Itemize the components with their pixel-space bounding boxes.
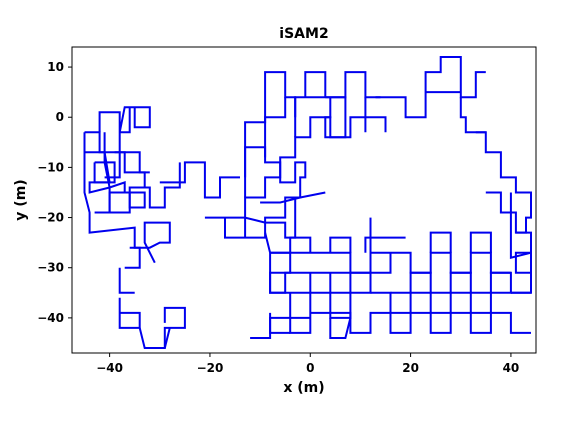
y-tick-label: 10 [47,60,64,74]
trajectory [83,56,532,349]
trajectory-segment [370,252,392,274]
y-tick-label: 0 [56,110,64,124]
trajectory-segment [375,56,486,119]
trajectory-segment [264,97,287,158]
trajectory-segment [509,192,532,294]
trajectory-segment [364,236,406,253]
trajectory-segment [329,236,352,253]
trajectory-segment [260,191,326,204]
trajectory-segment [289,236,312,253]
chart-title: iSAM2 [279,26,328,42]
trajectory-segment [269,251,372,334]
x-tick-label: 0 [306,361,314,375]
trajectory-segment [118,297,141,329]
trajectory-segment [124,246,141,269]
x-tick-label: 20 [402,361,419,375]
trajectory-segment [390,271,511,294]
trajectory-segment [244,71,297,198]
trajectory-segment [118,267,135,294]
trajectory-segment [83,132,171,264]
y-tick-label: −10 [37,160,64,174]
trajectory-segment [514,231,532,274]
trajectory-segment [159,161,240,199]
trajectory-segment [325,71,381,99]
trajectory-segment [329,317,352,339]
trajectory-segment [294,71,347,139]
trajectory-segment [269,292,292,334]
trajectory-segment [429,231,452,253]
trajectory-segment [459,97,532,234]
y-tick-label: −40 [37,311,64,325]
x-tick-label: −40 [96,361,123,375]
trajectory-segment [163,327,171,349]
x-tick-label: −20 [197,361,224,375]
y-axis-label: y (m) [13,179,29,220]
x-axis: −40 −20 0 20 40 [96,353,519,375]
x-axis-label: x (m) [283,380,324,396]
trajectory-segment [224,146,307,239]
x-tick-label: 40 [503,361,520,375]
trajectory-segment [114,151,150,174]
y-tick-label: −30 [37,261,64,275]
trajectory-segment [250,312,272,339]
trajectory-segment [93,161,116,184]
y-tick-label: −20 [37,211,64,225]
trajectory-segment [138,306,186,349]
trajectory-segment [469,231,492,253]
trajectory-segment [310,311,531,334]
trajectory-segment [364,97,387,133]
trajectory-segment [264,232,292,294]
y-axis: −40 −30 −20 −10 0 10 [37,60,72,325]
plot-frame [71,46,537,354]
